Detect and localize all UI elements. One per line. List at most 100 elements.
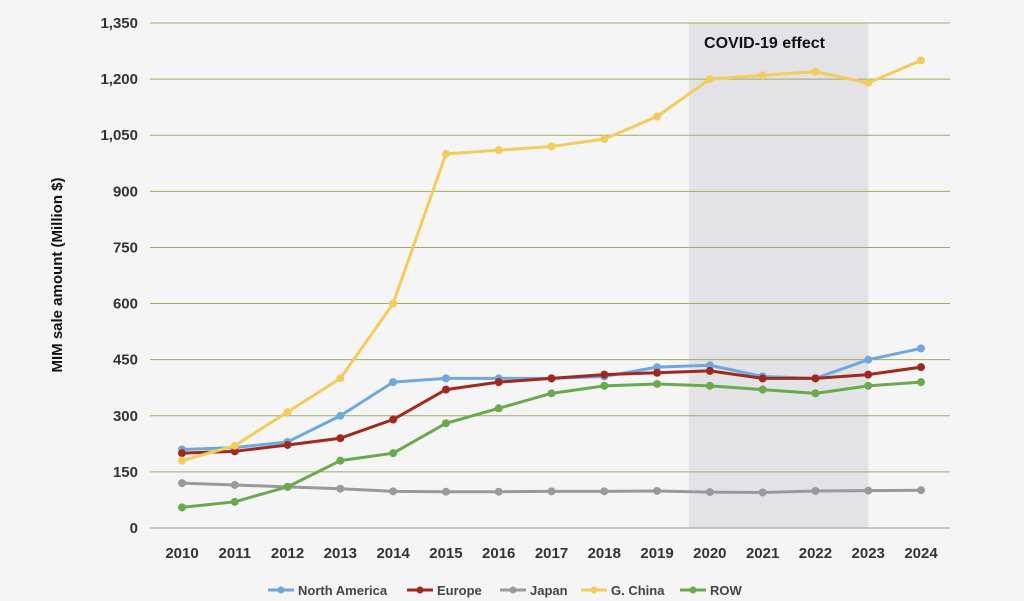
data-point [705,381,714,390]
data-point [389,299,398,308]
covid-annotation: COVID-19 effect [704,35,826,52]
legend-item: G. China [581,583,665,598]
data-point [600,381,609,390]
data-point [864,355,873,364]
y-tick-label: 600 [113,296,138,313]
data-point [283,482,292,491]
data-point [811,486,820,495]
data-point [811,374,820,383]
legend-item: North America [268,583,388,598]
data-point [600,134,609,143]
data-point [441,385,450,394]
y-tick-label: 450 [113,352,138,369]
data-point [653,363,662,372]
data-point [178,456,186,465]
data-point [494,404,503,413]
data-point [758,71,767,80]
data-point [864,370,873,379]
x-tick-label: 2012 [271,545,304,562]
x-tick-label: 2022 [799,545,832,562]
data-point [336,484,345,493]
x-tick-label: 2014 [376,545,410,562]
y-tick-label: 900 [113,183,138,200]
x-tick-label: 2020 [693,545,726,562]
y-tick-label: 0 [130,520,138,537]
data-point [811,67,820,76]
data-point [705,488,714,497]
data-point [653,379,662,388]
series-g-china [178,56,925,465]
data-point [547,487,556,496]
legend-label: Europe [437,583,482,598]
data-point [917,344,925,353]
data-point [653,112,662,121]
x-tick-label: 2017 [535,545,568,562]
legend-label: Japan [530,583,568,598]
data-point [758,385,767,394]
data-point [917,378,925,387]
data-point [441,149,450,158]
data-point [547,389,556,398]
data-point [864,78,873,87]
x-tick-label: 2018 [588,545,621,562]
series-row [178,378,925,512]
data-point [230,480,239,489]
x-tick-label: 2011 [219,545,252,562]
legend-swatch-marker [277,586,285,594]
series-europe [178,363,925,458]
data-point [283,440,292,449]
data-point [336,374,345,383]
y-tick-label: 150 [113,464,138,481]
y-axis-title: MIM sale amount (Million $) [49,177,66,372]
data-point [389,449,398,458]
data-point [389,487,398,496]
data-point [653,486,662,495]
data-point [653,368,662,377]
data-point [336,411,345,420]
data-point [178,449,186,458]
data-point [705,366,714,375]
legend: North America Europe Japan G. China ROW [268,583,743,598]
y-tick-label: 750 [113,239,138,256]
data-point [389,378,398,387]
covid-shaded-region [688,23,869,528]
legend-label: G. China [611,583,665,598]
data-point [600,487,609,496]
x-tick-label: 2013 [324,545,357,562]
legend-swatch-marker [509,586,517,594]
series-japan [178,479,925,497]
legend-swatch-marker [590,586,598,594]
data-point [178,479,186,488]
legend-swatch-marker [689,586,697,594]
y-tick-label: 1,200 [100,71,138,88]
series-lines [178,56,925,512]
x-axis-ticks: 2010 2011 2012 2013 2014 2015 2016 2017 2018 2019… [165,545,938,562]
data-point [917,56,925,65]
data-point [864,381,873,390]
data-point [441,487,450,496]
data-point [811,389,820,398]
data-point [336,456,345,465]
data-point [758,488,767,497]
legend-label: ROW [710,583,743,598]
data-point [441,419,450,428]
data-point [494,146,503,155]
x-tick-label: 2021 [746,545,779,562]
data-point [494,487,503,496]
data-point [441,374,450,383]
x-tick-label: 2023 [852,545,885,562]
data-point [758,374,767,383]
data-point [547,374,556,383]
data-point [283,408,292,417]
data-point [230,441,239,450]
legend-swatch-marker [416,586,424,594]
data-point [547,142,556,151]
x-tick-label: 2010 [165,545,198,562]
y-tick-label: 1,050 [100,127,138,144]
x-tick-label: 2019 [640,545,673,562]
data-point [600,370,609,379]
y-axis-ticks: 0 150 300 450 600 750 900 1,050 1,200 1,350 [100,15,138,537]
